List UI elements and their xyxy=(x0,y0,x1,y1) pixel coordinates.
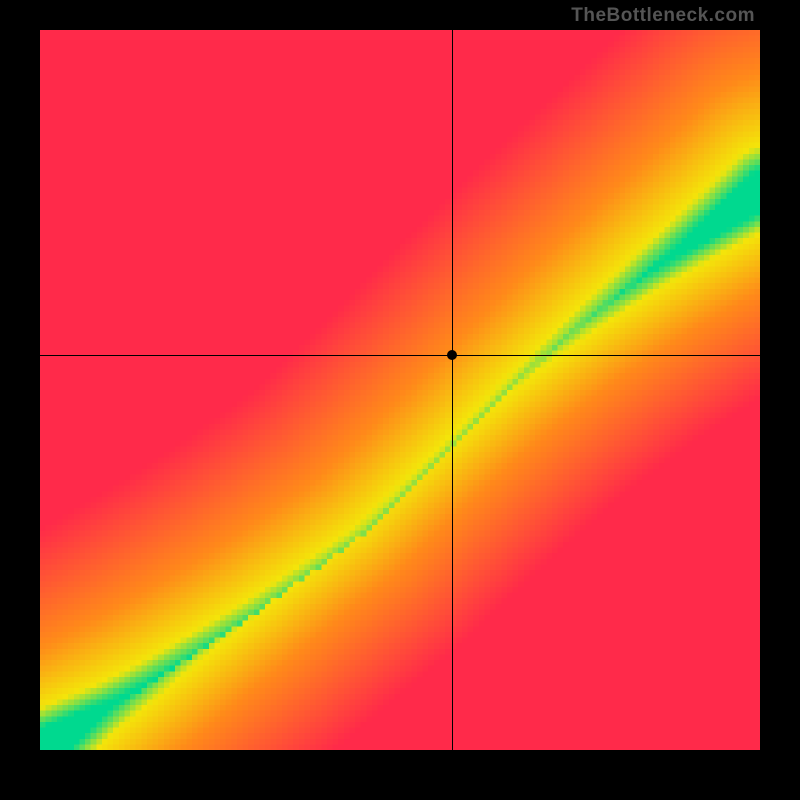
plot-area xyxy=(40,30,760,750)
watermark-text: TheBottleneck.com xyxy=(571,5,755,27)
marker-dot xyxy=(447,350,457,360)
crosshair-horizontal xyxy=(40,355,760,356)
crosshair-vertical xyxy=(452,30,453,750)
heatmap-canvas xyxy=(40,30,760,750)
